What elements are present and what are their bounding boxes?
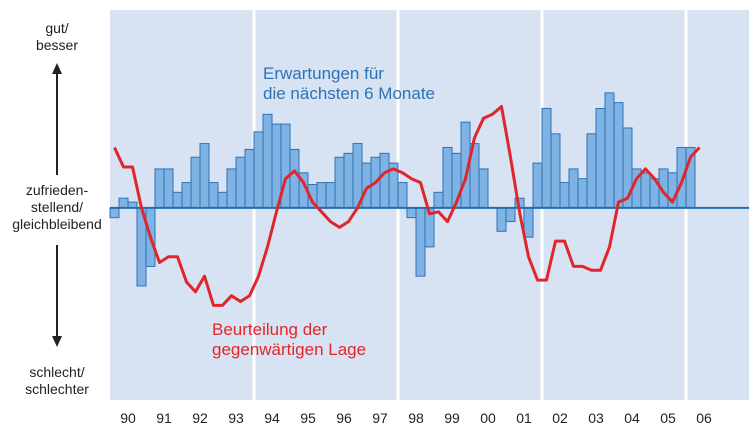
x-tick-label: 90 [120,410,136,426]
bar [154,168,165,209]
bar [541,107,552,209]
x-tick-label: 05 [660,410,676,426]
bar [478,168,489,209]
bar [244,148,255,209]
x-tick-label: 92 [192,410,208,426]
x-tick-label: 94 [264,410,280,426]
bar [199,143,210,209]
bar [217,191,228,209]
bar [235,156,246,209]
x-tick-label: 93 [228,410,244,426]
bar [289,148,300,209]
current-situation-label: Beurteilung der gegenwärtigen Lage [212,320,367,359]
bar [442,146,453,209]
bar [433,191,444,209]
bar [559,182,570,209]
x-tick-label: 97 [372,410,388,426]
x-tick-label: 04 [624,410,640,426]
y-label-top: gut/ besser [35,20,79,53]
expectations-label: Erwartungen für die nächsten 6 Monate [263,64,436,103]
bar [532,162,543,209]
bar [343,152,354,209]
bar [505,207,516,223]
bar [397,182,408,209]
x-tick-label: 06 [696,410,712,426]
x-tick-label: 02 [552,410,568,426]
x-tick-label: 98 [408,410,424,426]
bar [577,178,588,209]
y-label-middle: zufrieden- stellend/ gleichbleibend [12,182,102,232]
bar [640,172,651,209]
line [113,105,701,307]
bar [190,156,201,209]
x-tick-label: 03 [588,410,604,426]
bar [595,107,606,209]
bar [568,168,579,209]
x-tick-label: 00 [480,410,496,426]
bar [334,156,345,209]
bar [523,207,534,238]
x-tick-label: 01 [516,410,532,426]
bar [172,191,183,209]
bar [163,168,174,209]
bar [550,133,561,209]
up-arrow [52,63,62,175]
bar [253,131,264,209]
bar [415,207,426,277]
bar [325,182,336,209]
x-tick-label: 95 [300,410,316,426]
bar [262,113,273,209]
x-tick-label: 96 [336,410,352,426]
bar [496,207,507,232]
bar [406,207,417,219]
bar [118,197,129,209]
y-label-bottom: schlecht/ schlechter [25,364,89,397]
bar [586,133,597,209]
bar [604,92,615,209]
bar [208,182,219,209]
x-tick-label: 99 [444,410,460,426]
bar [379,152,390,209]
bar [181,182,192,209]
bar [316,182,327,209]
down-arrow [52,245,62,347]
bar [226,168,237,209]
x-tick-label: 91 [156,410,172,426]
bar [613,102,624,209]
